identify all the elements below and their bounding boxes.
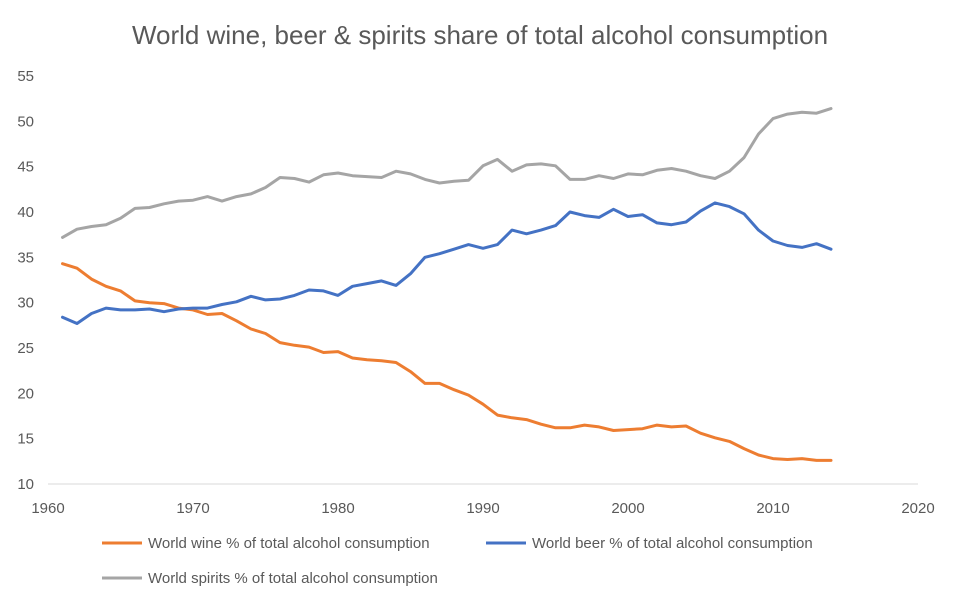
- x-tick-label: 2020: [901, 500, 934, 517]
- x-tick-label: 1970: [176, 500, 209, 517]
- y-tick-label: 20: [17, 385, 34, 402]
- y-tick-label: 55: [17, 68, 34, 85]
- y-tick-label: 40: [17, 204, 34, 221]
- chart-title: World wine, beer & spirits share of tota…: [132, 20, 828, 50]
- y-tick-label: 10: [17, 476, 34, 493]
- y-tick-label: 25: [17, 340, 34, 357]
- y-tick-label: 45: [17, 159, 34, 176]
- legend: World wine % of total alcohol consumptio…: [102, 535, 813, 587]
- x-tick-label: 2010: [756, 500, 789, 517]
- x-axis-ticks: 1960 1970 1980 1990 2000 2010 2020: [31, 500, 934, 517]
- series-layer: [61, 107, 833, 462]
- legend-label-spirits: World spirits % of total alcohol consump…: [148, 570, 438, 587]
- x-tick-label: 1980: [321, 500, 354, 517]
- y-axis-ticks: 10 15 20 25 30 35 40 45 50 55: [17, 68, 34, 493]
- x-tick-label: 2000: [611, 500, 644, 517]
- series-line-spirits: [61, 107, 833, 239]
- x-tick-label: 1960: [31, 500, 64, 517]
- series-line-beer: [61, 201, 833, 325]
- series-line-wine: [61, 262, 833, 462]
- x-tick-label: 1990: [466, 500, 499, 517]
- y-tick-label: 35: [17, 249, 34, 266]
- y-tick-label: 30: [17, 295, 34, 312]
- legend-label-beer: World beer % of total alcohol consumptio…: [532, 535, 813, 552]
- legend-label-wine: World wine % of total alcohol consumptio…: [148, 535, 430, 552]
- y-tick-label: 50: [17, 113, 34, 130]
- y-tick-label: 15: [17, 431, 34, 448]
